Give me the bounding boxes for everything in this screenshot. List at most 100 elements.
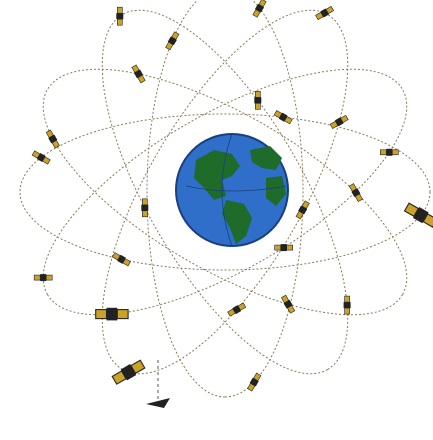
- satellite: [348, 183, 363, 203]
- satellite-body: [167, 36, 177, 46]
- satellite-panel: [45, 129, 54, 139]
- globe: [175, 133, 289, 247]
- satellite-body: [280, 244, 287, 252]
- satellite-panel: [142, 198, 148, 206]
- satellite-panel: [281, 294, 290, 304]
- satellite-panel: [111, 370, 127, 385]
- satellite-panel: [403, 202, 420, 218]
- satellite: [112, 252, 131, 267]
- satellite: [95, 307, 129, 321]
- satellite-panel: [117, 18, 123, 26]
- satellite-panel: [348, 183, 357, 192]
- satellite: [343, 295, 351, 315]
- satellite-panel: [344, 295, 350, 303]
- orbit: [42, 68, 408, 316]
- satellite-panel: [273, 110, 283, 119]
- orbit: [146, 0, 304, 398]
- satellite: [131, 64, 146, 84]
- satellite-body: [254, 97, 262, 104]
- satellites: [31, 0, 433, 392]
- satellite-body: [36, 152, 46, 163]
- satellite-body: [278, 112, 288, 122]
- satellite-panel: [95, 309, 108, 320]
- orbit: [19, 113, 431, 271]
- satellite-body: [320, 8, 329, 18]
- satellite: [141, 198, 149, 218]
- receiver-antenna: [146, 398, 170, 408]
- satellite: [254, 91, 262, 110]
- orbits: [19, 0, 431, 398]
- satellite: [45, 129, 60, 149]
- continent-south-america: [222, 200, 252, 244]
- satellite-body: [133, 69, 144, 79]
- satellite-panel: [301, 200, 310, 209]
- satellite-body: [351, 188, 361, 197]
- satellite-panel: [227, 308, 236, 317]
- satellite-panel: [315, 11, 324, 21]
- satellite-panel: [33, 274, 41, 281]
- orbit: [101, 9, 349, 375]
- satellite-body: [141, 204, 149, 211]
- satellite: [281, 294, 296, 314]
- satellite-panel: [237, 302, 247, 311]
- satellite: [227, 302, 247, 317]
- continent-north-america: [194, 150, 240, 200]
- satellite-body: [386, 148, 393, 156]
- latitude-line: [185, 185, 287, 192]
- satellite-body: [343, 302, 351, 309]
- satellite-panel: [274, 244, 282, 251]
- satellite-panel: [122, 258, 131, 267]
- satellite: [329, 114, 349, 129]
- satellite: [116, 6, 124, 26]
- satellite: [295, 200, 310, 220]
- satellite-panel: [354, 193, 363, 203]
- satellite-panel: [247, 383, 256, 392]
- satellite-body: [116, 13, 124, 20]
- satellite-panel: [45, 274, 53, 281]
- satellite-panel: [252, 9, 261, 18]
- satellite-panel: [130, 359, 146, 375]
- satellite-panel: [42, 156, 51, 165]
- satellite: [247, 372, 262, 392]
- satellite-panel: [51, 139, 60, 149]
- satellite-panel: [340, 114, 349, 123]
- satellite: [31, 150, 51, 165]
- satellite-body: [283, 299, 293, 309]
- satellite-panel: [254, 91, 261, 98]
- satellite-panel: [286, 244, 294, 251]
- longitude-line: [221, 133, 233, 247]
- satellite-panel: [379, 149, 387, 156]
- satellite: [33, 274, 53, 282]
- satellite-panel: [295, 210, 304, 220]
- satellite: [403, 202, 433, 228]
- continent-europe: [250, 146, 282, 170]
- satellite-panel: [329, 120, 339, 129]
- satellite-panel: [391, 149, 399, 156]
- satellite-panel: [253, 372, 262, 382]
- satellite-panel: [344, 307, 350, 315]
- satellite-panel: [284, 116, 293, 125]
- satellite-panel: [422, 213, 433, 228]
- satellite-panel: [117, 6, 123, 14]
- satellite-panel: [165, 41, 174, 51]
- satellite-body: [254, 3, 265, 13]
- satellite-panel: [287, 305, 296, 314]
- satellite-panel: [142, 210, 148, 218]
- satellite: [273, 110, 293, 125]
- satellite-body: [40, 274, 47, 282]
- satellite-body: [249, 377, 259, 387]
- satellite-panel: [254, 103, 261, 110]
- continent-africa: [266, 176, 286, 206]
- satellite-panel: [116, 309, 129, 320]
- satellite: [111, 359, 146, 385]
- satellite-panel: [137, 74, 146, 84]
- satellite-body: [232, 305, 242, 315]
- satellite-body: [298, 205, 308, 215]
- satellite-body: [106, 307, 118, 321]
- satellite: [315, 5, 335, 21]
- satellite-body: [412, 206, 429, 224]
- orbit: [42, 68, 408, 316]
- satellite-body: [334, 117, 344, 127]
